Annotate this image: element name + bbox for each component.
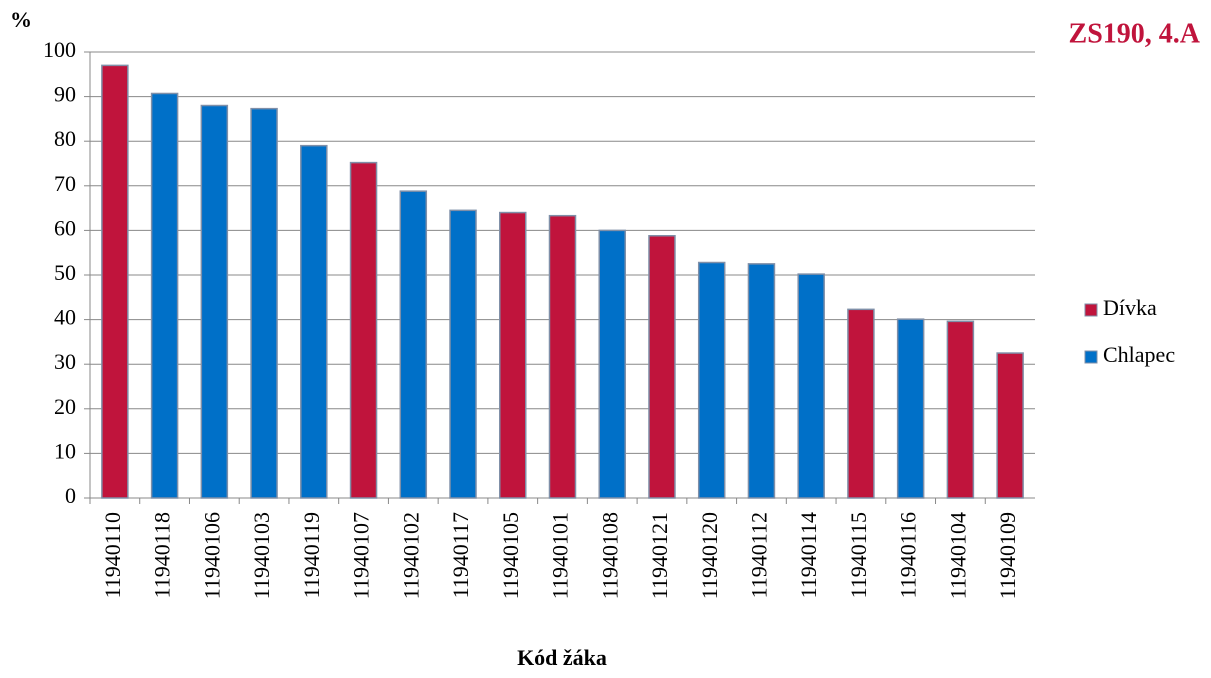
x-tick-label: 11940108 [597,512,622,599]
x-tick-label: 11940121 [647,512,672,599]
x-tick-label: 11940105 [498,512,523,599]
bar [896,318,925,499]
bar [847,308,875,499]
x-tick-label: 11940101 [548,512,573,599]
x-tick-label: 11940102 [398,512,423,599]
x-tick-label: 11940116 [896,512,921,598]
y-tick-label: 10 [54,438,76,463]
bar [946,320,975,499]
y-tick-label: 40 [54,305,76,330]
bar [697,261,726,499]
legend-swatch [1084,350,1098,364]
legend-label: Chlapec [1103,342,1175,367]
y-tick-label: 100 [43,37,76,62]
bar [300,144,328,499]
y-tick-label: 30 [54,349,76,374]
x-tick-label: 11940104 [945,512,970,599]
bar [996,352,1024,499]
bar [648,235,676,499]
bar [399,190,428,499]
x-tick-label: 11940114 [796,512,821,598]
bar [499,211,527,499]
bar [200,104,229,499]
legend-swatch [1084,303,1098,317]
y-tick-label: 70 [54,171,76,196]
y-axis-label: % [10,7,32,32]
bar [349,161,378,499]
bar [250,107,278,499]
x-tick-label: 11940115 [846,512,871,598]
x-tick-label: 11940110 [100,512,125,598]
bar [101,64,129,499]
x-tick-label: 11940106 [199,512,224,599]
x-tick-label: 11940103 [249,512,274,599]
x-axis-label: Kód žáka [517,645,607,670]
y-tick-label: 0 [65,483,76,508]
x-tick-label: 11940112 [746,512,771,598]
x-tick-label: 11940118 [150,512,175,598]
bar [548,214,577,499]
bar [150,92,179,499]
legend-label: Dívka [1103,295,1157,320]
bar [449,209,477,499]
y-tick-label: 50 [54,260,76,285]
bar [797,273,825,499]
x-tick-label: 11940119 [299,512,324,598]
y-tick-label: 80 [54,126,76,151]
bar [598,229,626,499]
y-tick-label: 90 [54,82,76,107]
y-tick-label: 20 [54,394,76,419]
x-tick-label: 11940120 [697,512,722,599]
x-tick-label: 11940107 [349,512,374,599]
chart-title: ZS190, 4.A [1069,18,1201,49]
x-tick-label: 11940117 [448,512,473,598]
bar [747,263,776,499]
x-tick-label: 11940109 [995,512,1020,599]
y-tick-label: 60 [54,215,76,240]
